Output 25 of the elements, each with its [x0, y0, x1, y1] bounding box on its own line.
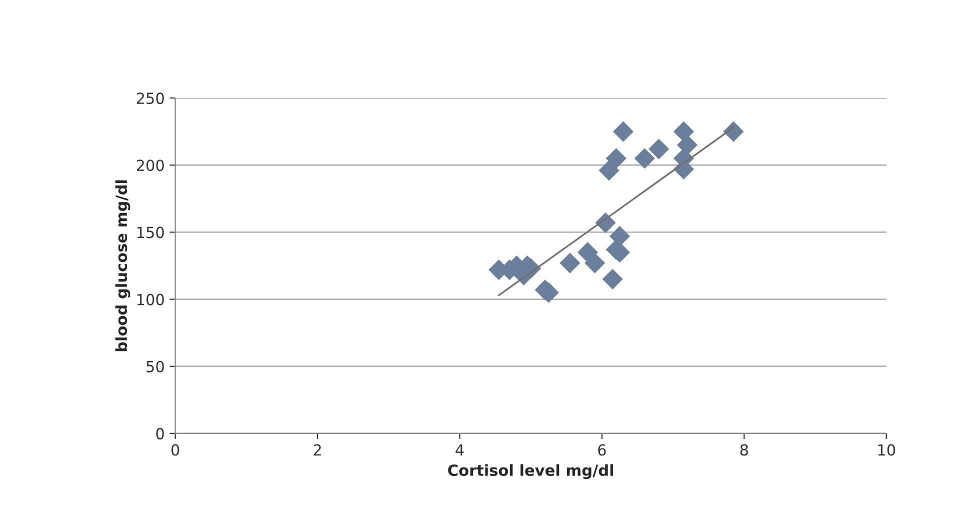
x-axis-title: Cortisol level mg/dl: [448, 464, 614, 480]
point: [723, 121, 744, 142]
point: [598, 160, 620, 181]
x-tick-label: 10: [878, 444, 896, 456]
point: [612, 121, 634, 142]
y-tick-label: 150: [137, 226, 164, 238]
y-tick-label: 200: [136, 160, 164, 172]
point: [634, 148, 655, 169]
y-axis-title: blood glucose mg/dl: [115, 180, 130, 352]
y-tick-label: 50: [146, 360, 164, 372]
x-tick-label: 0: [171, 444, 180, 456]
point: [602, 268, 623, 290]
x-tick-label: 8: [740, 444, 748, 456]
point: [606, 148, 626, 169]
x-tick-label: 6: [598, 444, 606, 456]
point: [560, 252, 580, 274]
y-tick-label: 100: [137, 294, 164, 306]
point: [648, 138, 670, 160]
point: [676, 134, 698, 156]
point: [673, 121, 694, 142]
x-tick-label: 2: [314, 444, 321, 456]
y-tick-label: 250: [136, 92, 164, 104]
y-tick-label: 0: [156, 428, 164, 440]
point: [584, 252, 606, 274]
x-tick-label: 4: [456, 444, 464, 456]
